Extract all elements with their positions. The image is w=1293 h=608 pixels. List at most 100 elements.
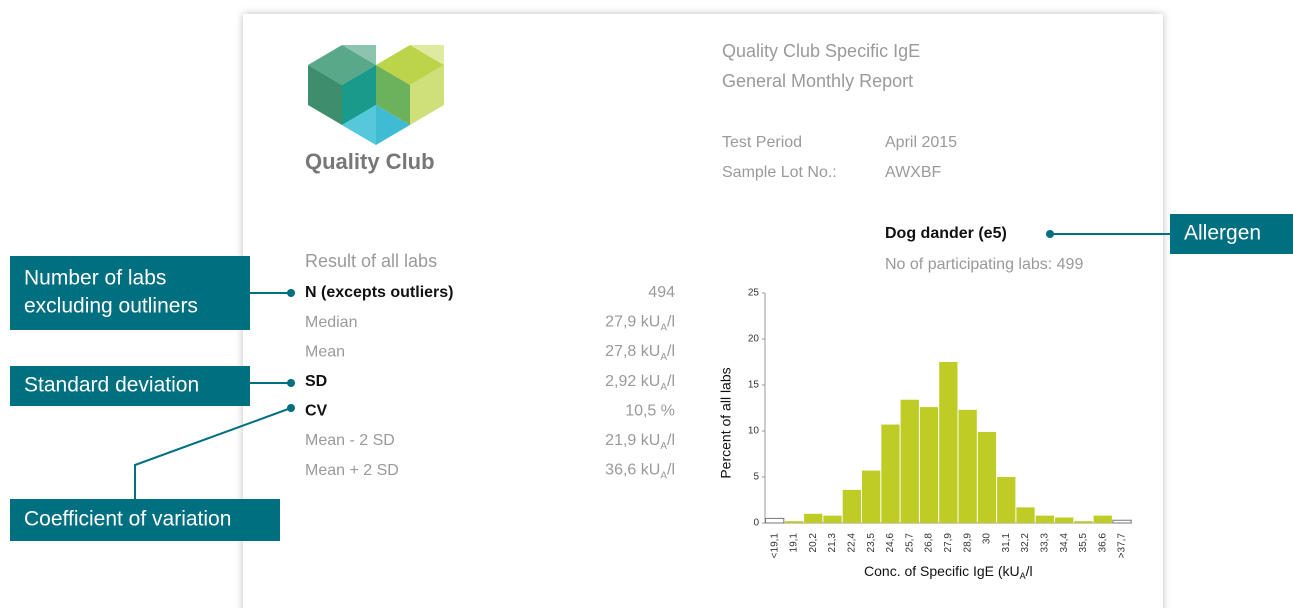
result-label: Mean	[305, 343, 345, 360]
result-label: CV	[305, 403, 328, 420]
unit: kU	[641, 432, 661, 449]
unit: /l	[667, 343, 675, 360]
bar	[842, 489, 861, 523]
callout-box	[10, 499, 280, 541]
meta-label: Test Period	[722, 134, 802, 151]
callout-box	[1170, 214, 1293, 254]
x-tick-label: 33,3	[1039, 533, 1050, 553]
value: 27,9	[605, 314, 641, 331]
x-tick-label: 26,8	[924, 533, 935, 553]
x-tick-label: >37,7	[1117, 533, 1128, 559]
callout-text: excluding outliners	[24, 295, 198, 318]
x-tick-label: 34,4	[1059, 533, 1070, 553]
x-tick-label: 19,1	[789, 533, 800, 553]
unit: kU	[641, 343, 661, 360]
meta-label: Sample Lot No.:	[722, 164, 837, 181]
x-tick-label: 20,2	[808, 533, 819, 553]
bar	[1055, 517, 1074, 523]
callout-dot	[1046, 230, 1054, 238]
bar	[1093, 515, 1112, 523]
unit: /l	[667, 373, 675, 390]
unit-sub: A	[660, 352, 667, 363]
x-axis-label-text: Conc. of Specific IgE (kU	[864, 563, 1020, 579]
y-tick-label: 20	[748, 334, 760, 345]
unit-sub: A	[660, 471, 667, 482]
callout-text: Number of labs	[24, 267, 166, 290]
x-tick-label: 21,3	[827, 533, 838, 553]
participants: No of participating labs: 499	[885, 256, 1083, 273]
x-tick-label: 28,9	[962, 533, 973, 553]
value: 36,6	[605, 462, 641, 479]
result-value: 2,92 kUA/l	[605, 373, 675, 393]
result-label: Mean - 2 SD	[305, 432, 395, 449]
unit-sub: A	[660, 382, 667, 393]
bar	[765, 517, 785, 524]
bar	[939, 362, 958, 523]
x-axis-label-sub: A	[1020, 571, 1026, 581]
bar	[862, 470, 881, 523]
x-axis-label-text: /l	[1026, 563, 1033, 579]
callout-text: Coefficient of variation	[24, 508, 231, 531]
y-tick-label: 0	[753, 518, 759, 529]
result-value: 36,6 kUA/l	[605, 462, 675, 482]
x-tick-label: 22,4	[846, 533, 857, 553]
callout-text: Standard deviation	[24, 374, 199, 397]
result-value: 27,9 kUA/l	[605, 314, 675, 334]
result-label: SD	[305, 373, 327, 390]
x-tick-label: 32,2	[1020, 533, 1031, 553]
result-label: Mean + 2 SD	[305, 462, 399, 479]
logo	[308, 45, 444, 145]
bar	[958, 409, 977, 523]
unit: /l	[667, 432, 675, 449]
callout-dot	[287, 404, 295, 412]
value: 21,9	[605, 432, 641, 449]
results-title: Result of all labs	[305, 251, 437, 271]
unit-sub: A	[660, 323, 667, 334]
y-tick-label: 15	[748, 380, 760, 391]
x-tick-label: 31,1	[1001, 533, 1012, 553]
meta-value: April 2015	[885, 134, 957, 151]
y-tick-label: 5	[753, 472, 759, 483]
bar	[881, 424, 900, 523]
value: 10,5 %	[625, 403, 675, 420]
unit: /l	[667, 314, 675, 331]
x-tick-label: 24,6	[885, 533, 896, 553]
result-value: 494	[648, 284, 675, 301]
callout-box	[10, 256, 250, 330]
report-title: General Monthly Report	[722, 71, 913, 91]
y-axis-label: Percent of all labs	[718, 367, 734, 478]
bar	[919, 407, 939, 523]
result-label: N (excepts outliers)	[305, 284, 453, 301]
result-value: 10,5 %	[625, 403, 675, 420]
allergen-name: Dog dander (e5)	[885, 225, 1007, 242]
x-tick-label: 27,9	[943, 533, 954, 553]
bar	[977, 431, 997, 523]
bar	[1016, 507, 1035, 523]
y-tick-label: 25	[748, 288, 760, 299]
x-tick-label: 30	[982, 533, 993, 545]
unit: /l	[667, 462, 675, 479]
x-tick-label: <19,1	[769, 533, 780, 559]
value: 2,92	[605, 373, 641, 390]
result-value: 21,9 kUA/l	[605, 432, 675, 452]
y-tick-label: 10	[748, 426, 760, 437]
x-tick-label: 36,6	[1097, 533, 1108, 553]
bar	[997, 477, 1016, 523]
bar	[804, 513, 823, 523]
logo-text: Quality Club	[305, 149, 435, 174]
result-label: Median	[305, 314, 357, 331]
callout-text: Allergen	[1184, 222, 1261, 245]
unit: kU	[641, 462, 661, 479]
bar	[784, 521, 804, 523]
x-tick-label: 25,7	[904, 533, 915, 553]
value: 494	[648, 284, 675, 301]
bar	[900, 399, 919, 523]
callout-dot	[287, 379, 295, 387]
bar	[823, 515, 842, 523]
report-title: Quality Club Specific IgE	[722, 41, 920, 61]
bar	[1112, 519, 1132, 524]
value: 27,8	[605, 343, 641, 360]
result-value: 27,8 kUA/l	[605, 343, 675, 363]
meta-value: AWXBF	[885, 164, 942, 181]
